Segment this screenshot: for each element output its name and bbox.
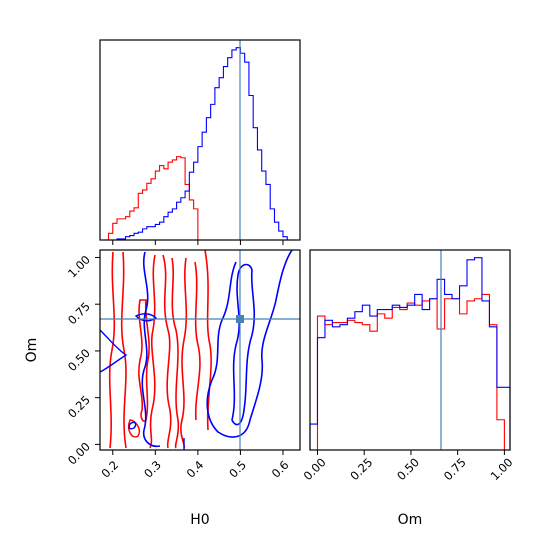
hist-Om-background	[310, 250, 510, 450]
x-tick-label: 0.50	[394, 455, 422, 483]
red-contour-9	[138, 299, 150, 423]
x-axis-label-H0: H0	[190, 512, 209, 528]
contour-frame	[99, 249, 301, 451]
contour-panel: 0.2 0.3 0.4 0.5 0.6 0.00 0.25 0.50 0.75 1.00	[65, 249, 301, 481]
x-tick-label: 0.4	[184, 458, 207, 481]
y-tick-label: 0.25	[65, 393, 93, 421]
red-contour-6	[180, 257, 188, 449]
blue-contour-small	[134, 313, 158, 322]
red-contour-8	[204, 250, 212, 431]
x-tick-label: 0.75	[441, 455, 469, 483]
x-axis-label-Om: Om	[398, 512, 423, 528]
red-contour-1	[108, 251, 116, 449]
blue-contour-left-2	[100, 329, 128, 373]
hist-H0-panel	[99, 39, 301, 245]
y-axis-label-Om: Om	[24, 338, 40, 363]
blue-contour-left	[141, 251, 161, 448]
red-contour-3	[149, 254, 156, 449]
x-tick-label: 0.00	[301, 455, 329, 483]
hist-H0-blue-histogram	[104, 47, 296, 241]
x-tick-label: 1.00	[488, 455, 516, 483]
x-tick-label: 0.25	[347, 455, 375, 483]
x-tick-label: 0.6	[269, 458, 292, 481]
y-tick-label: 0.00	[65, 439, 93, 467]
hist-H0-frame	[99, 39, 301, 241]
contour-background	[100, 250, 300, 450]
x-tick-label: 0.3	[141, 458, 164, 481]
blue-contour-outer	[206, 250, 293, 438]
red-contour-2	[120, 251, 127, 449]
x-tick-label: 0.5	[226, 458, 249, 481]
hist-H0-background	[100, 40, 300, 240]
hist-Om-panel: 0.00 0.25 0.50 0.75 1.00	[301, 249, 516, 483]
blue-contour-inner	[231, 263, 256, 426]
y-tick-label: 0.50	[65, 346, 93, 374]
truth-marker	[236, 315, 244, 323]
red-contour-5	[171, 257, 180, 449]
hist-Om-blue-histogram	[309, 257, 511, 450]
x-tick-label: 0.2	[99, 458, 122, 481]
y-tick-label: 0.75	[65, 299, 93, 327]
red-contour-4	[162, 254, 172, 449]
hist-Om-frame	[309, 249, 511, 451]
blue-contour-small-2	[128, 421, 137, 430]
y-tick-label: 1.00	[65, 253, 93, 281]
red-contour-7	[194, 261, 201, 421]
